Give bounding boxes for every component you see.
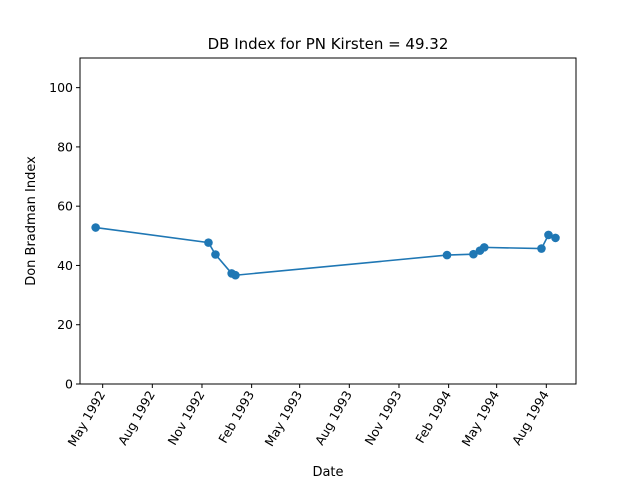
- y-tick-label: 60: [57, 199, 73, 214]
- plot-area: [91, 223, 560, 280]
- data-point: [91, 223, 100, 232]
- data-point: [204, 238, 213, 247]
- data-point: [537, 244, 546, 253]
- y-tick-label: 20: [57, 317, 73, 332]
- data-point: [544, 230, 553, 240]
- y-axis-label: Don Bradman Index: [24, 156, 39, 286]
- axes-frame: [79, 57, 577, 385]
- data-point: [211, 250, 220, 259]
- data-point: [479, 243, 489, 252]
- data-point: [551, 233, 560, 243]
- data-point: [442, 250, 452, 260]
- data-point: [231, 270, 240, 280]
- y-tick-label: 80: [57, 139, 73, 154]
- y-tick-label: 40: [57, 258, 73, 273]
- data-point: [469, 249, 478, 259]
- y-tick-label: 0: [65, 377, 73, 392]
- y-tick-label: 100: [49, 80, 73, 95]
- chart-title: DB Index for PN Kirsten = 49.32: [208, 35, 449, 53]
- y-axis: 0 20 40 60 80 100: [49, 80, 80, 392]
- x-axis-label: Date: [312, 465, 343, 480]
